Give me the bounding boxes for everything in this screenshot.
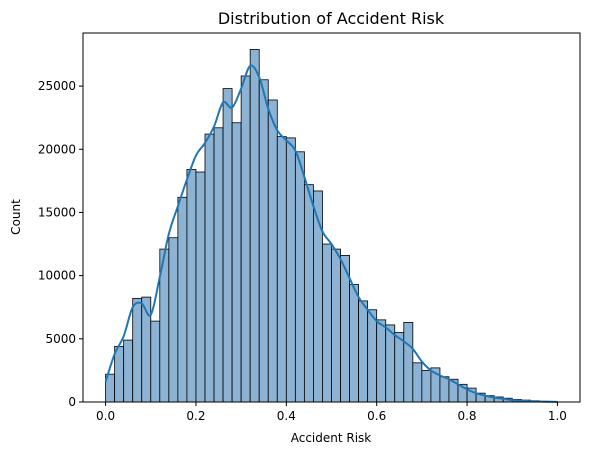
histogram-bar: [267, 99, 278, 403]
x-axis-title: Accident Risk: [291, 431, 372, 445]
histogram-bar: [403, 321, 414, 403]
histogram-bar: [231, 122, 242, 403]
histogram-bars: [105, 49, 558, 403]
y-tick-label: 5000: [45, 332, 76, 346]
histogram-bar: [123, 339, 134, 403]
histogram-bar: [249, 49, 260, 403]
histogram-bar: [168, 237, 179, 403]
chart-title: Distribution of Accident Risk: [218, 9, 445, 28]
x-tick-label: 0.6: [367, 409, 386, 423]
histogram-bar: [322, 243, 332, 403]
histogram-bar: [240, 75, 251, 403]
histogram-bar: [186, 169, 197, 403]
kde-line: [104, 64, 558, 403]
x-tick-label: 1.0: [548, 409, 567, 423]
x-tick-label: 0.0: [96, 409, 115, 423]
y-tick-label: 20000: [38, 142, 76, 156]
y-axis-title: Count: [9, 199, 23, 235]
x-tick-label: 0.4: [277, 409, 296, 423]
histogram-bar: [385, 324, 396, 403]
histogram-bar: [367, 309, 378, 403]
histogram-bar: [177, 196, 188, 403]
histogram-bar: [222, 88, 233, 403]
histogram-bar: [303, 184, 314, 403]
histogram-bar: [294, 151, 305, 403]
y-tick-label: 10000: [38, 269, 76, 283]
histogram-bar: [204, 133, 215, 403]
histogram-bar: [258, 79, 269, 403]
y-tick-label: 25000: [38, 79, 76, 93]
x-tick-label: 0.2: [186, 409, 205, 423]
histogram-bar: [358, 300, 369, 403]
histogram-bar: [412, 362, 423, 403]
histogram-bar: [276, 136, 287, 403]
histogram-bar: [439, 376, 450, 403]
histogram-bar: [376, 319, 387, 403]
histogram-bar: [394, 332, 405, 403]
histogram-bar: [213, 127, 224, 403]
histogram-bar: [285, 137, 296, 403]
histogram-bar: [114, 345, 125, 403]
histogram-bar: [331, 248, 341, 403]
plot-frame: [82, 32, 581, 403]
histogram-bar: [421, 370, 432, 403]
x-tick-label: 0.8: [457, 409, 476, 423]
histogram-bar: [132, 297, 143, 403]
axes: 0.0 0.2 0.4 0.6 0.8 1.0 0 5000 10000 15000 20000 25…: [38, 32, 581, 423]
histogram-bar: [195, 171, 206, 403]
histogram-bar: [150, 320, 161, 403]
y-tick-label: 15000: [38, 205, 76, 219]
y-tick-label: 0: [68, 395, 76, 409]
histogram-bar: [349, 284, 360, 403]
